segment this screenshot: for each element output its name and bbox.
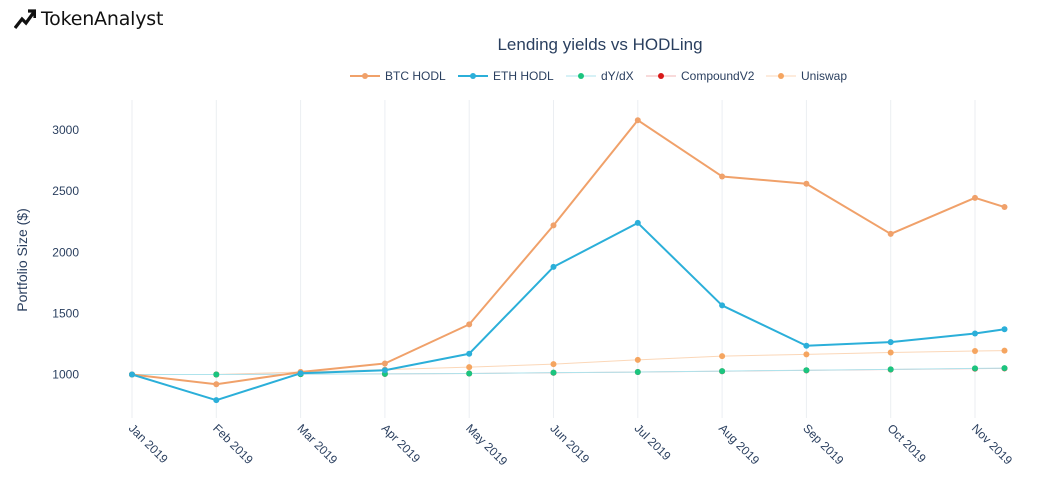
- y-tick-label: 1000: [52, 368, 79, 382]
- legend-item: BTC HODL: [350, 69, 446, 83]
- data-point: [381, 367, 388, 374]
- legend-item: CompoundV2: [646, 69, 755, 83]
- data-point: [213, 371, 220, 378]
- data-point: [972, 194, 978, 201]
- x-tick-label: Oct 2019: [885, 421, 930, 466]
- data-point: [887, 349, 894, 356]
- data-point: [1001, 347, 1008, 354]
- legend: BTC HODL ETH HODL dY/dX CompoundV2 Uniswap: [350, 69, 847, 83]
- x-tick-label: Jan 2019: [126, 421, 171, 466]
- data-point: [634, 369, 641, 376]
- y-tick-label: 2000: [52, 245, 79, 259]
- series-line: [132, 350, 1005, 375]
- x-tick-label: Jul 2019: [632, 421, 674, 463]
- data-point: [719, 368, 726, 375]
- legend-swatch-marker: [578, 73, 584, 79]
- data-point: [972, 365, 978, 372]
- legend-swatch-marker: [470, 73, 476, 79]
- series-dy-dx: [129, 365, 1008, 378]
- x-tick-label: Jun 2019: [547, 421, 592, 466]
- data-point: [213, 397, 220, 404]
- data-point: [803, 342, 810, 349]
- x-axis-ticks: Jan 2019 Feb 2019 Mar 2019 Apr 2019 May 2019…: [126, 421, 1015, 468]
- data-point: [550, 222, 557, 229]
- brand-logo: TokenAnalyst: [14, 8, 163, 30]
- data-point: [1001, 326, 1008, 333]
- data-point: [972, 330, 978, 337]
- data-point: [634, 219, 641, 226]
- x-tick-label: Mar 2019: [294, 421, 340, 467]
- y-axis-label: Portfolio Size ($): [14, 208, 30, 311]
- series-compoundv2: [129, 365, 1008, 378]
- legend-label: Uniswap: [801, 69, 847, 83]
- data-point: [466, 370, 473, 377]
- data-point: [719, 353, 726, 360]
- legend-item: ETH HODL: [458, 69, 554, 83]
- data-point: [466, 350, 473, 357]
- legend-label: CompoundV2: [681, 69, 755, 83]
- data-point: [887, 366, 894, 373]
- data-point: [887, 339, 894, 346]
- data-point: [1001, 365, 1008, 372]
- data-point: [972, 348, 978, 355]
- x-tick-label: Aug 2019: [716, 421, 762, 467]
- legend-swatch-marker: [362, 73, 368, 79]
- data-point: [466, 364, 473, 371]
- legend-item: dY/dX: [566, 69, 634, 83]
- brand-name: TokenAnalyst: [41, 8, 164, 30]
- series-eth-hodl: [129, 219, 1008, 404]
- data-point: [1001, 204, 1008, 211]
- y-axis-ticks: 1000 1500 2000 2500 3000: [52, 123, 79, 382]
- data-point: [803, 367, 810, 374]
- x-tick-label: Nov 2019: [969, 421, 1015, 467]
- x-tick-label: Sep 2019: [800, 421, 846, 467]
- data-point: [719, 302, 726, 309]
- legend-swatch-marker: [658, 73, 664, 79]
- data-point: [887, 230, 894, 237]
- chart-title: Lending yields vs HODLing: [497, 35, 702, 54]
- data-point: [634, 356, 641, 363]
- series-line: [131, 119, 1005, 386]
- data-point: [381, 360, 388, 367]
- data-point: [634, 117, 641, 124]
- data-point: [550, 369, 557, 376]
- series-btc-hodl: [129, 117, 1008, 388]
- x-tick-label: May 2019: [463, 421, 510, 468]
- legend-swatch-marker: [778, 73, 784, 79]
- series-group: [129, 117, 1008, 404]
- legend-item: Uniswap: [766, 69, 847, 83]
- data-point: [550, 263, 557, 270]
- x-tick-label: Apr 2019: [379, 421, 424, 466]
- data-point: [719, 173, 726, 180]
- y-tick-label: 2500: [52, 184, 79, 198]
- data-point: [213, 381, 220, 388]
- data-point: [297, 370, 304, 377]
- y-tick-label: 1500: [52, 306, 79, 320]
- data-point: [803, 351, 810, 358]
- y-tick-label: 3000: [52, 123, 79, 137]
- chart-trend-icon: [14, 9, 36, 29]
- legend-label: BTC HODL: [385, 69, 446, 83]
- data-point: [550, 361, 557, 368]
- data-point: [466, 321, 473, 328]
- legend-label: dY/dX: [601, 69, 634, 83]
- data-point: [129, 371, 135, 378]
- x-tick-label: Feb 2019: [210, 421, 256, 467]
- legend-label: ETH HODL: [493, 69, 554, 83]
- data-point: [803, 180, 810, 187]
- series-line: [131, 221, 1005, 402]
